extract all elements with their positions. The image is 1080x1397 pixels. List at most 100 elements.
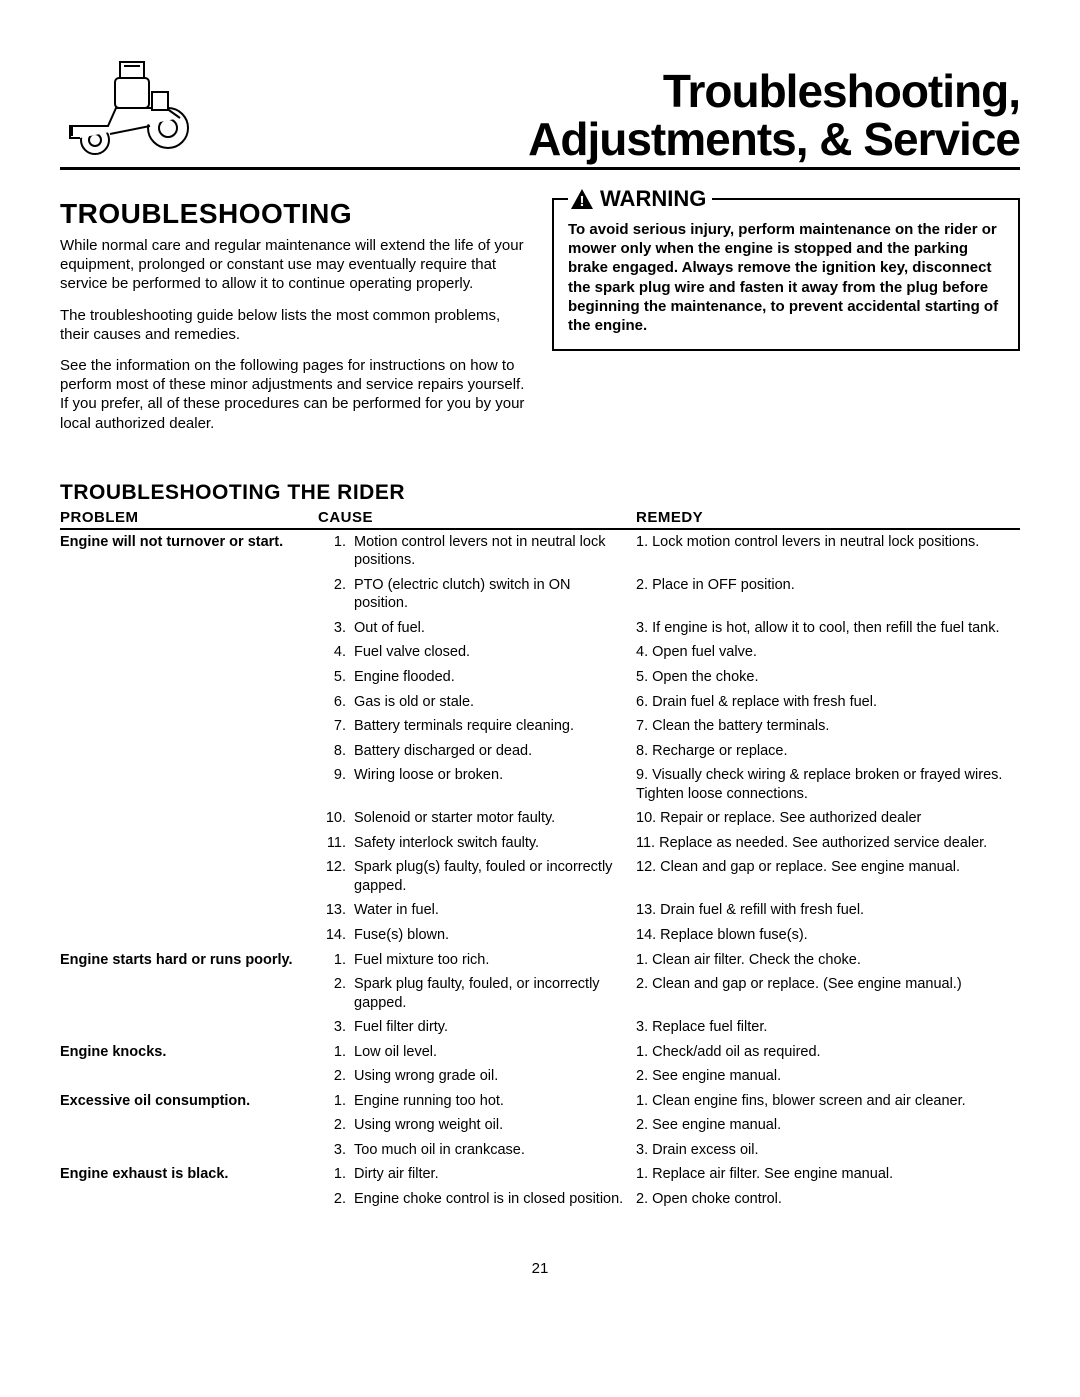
cell-problem (60, 640, 318, 665)
cell-problem (60, 1064, 318, 1089)
cell-cause: 7.Battery terminals require cleaning. (318, 714, 636, 739)
cell-cause: 8.Battery discharged or dead. (318, 739, 636, 764)
table-row: Excessive oil consumption.1.Engine runni… (60, 1089, 1020, 1114)
table-row: 3.Fuel filter dirty.3. Replace fuel filt… (60, 1015, 1020, 1040)
cell-cause: 12.Spark plug(s) faulty, fouled or incor… (318, 855, 636, 898)
cell-cause: 4.Fuel valve closed. (318, 640, 636, 665)
cell-remedy: 1. Lock motion control levers in neutral… (636, 529, 1020, 573)
cell-remedy: 3. Replace fuel filter. (636, 1015, 1020, 1040)
cell-cause: 11.Safety interlock switch faulty. (318, 831, 636, 856)
cell-remedy: 2. See engine manual. (636, 1113, 1020, 1138)
intro-p2: The troubleshooting guide below lists th… (60, 306, 528, 344)
cell-problem (60, 665, 318, 690)
cell-problem (60, 1138, 318, 1163)
cell-remedy: 2. Clean and gap or replace. (See engine… (636, 972, 1020, 1015)
cell-remedy: 2. See engine manual. (636, 1064, 1020, 1089)
svg-text:!: ! (580, 193, 585, 210)
cell-remedy: 14. Replace blown fuse(s). (636, 923, 1020, 948)
cell-problem (60, 1015, 318, 1040)
cell-problem (60, 690, 318, 715)
col-header-cause: CAUSE (318, 507, 636, 529)
intro-columns: TROUBLESHOOTING While normal care and re… (60, 198, 1020, 445)
cell-cause: 1.Low oil level. (318, 1040, 636, 1065)
mower-icon (60, 48, 200, 163)
cell-cause: 2.Using wrong weight oil. (318, 1113, 636, 1138)
cell-problem: Engine exhaust is black. (60, 1162, 318, 1187)
cell-remedy: 11. Replace as needed. See authorized se… (636, 831, 1020, 856)
cell-cause: 5.Engine flooded. (318, 665, 636, 690)
cell-cause: 1.Engine running too hot. (318, 1089, 636, 1114)
section-heading: TROUBLESHOOTING (60, 198, 528, 230)
warning-label-text: WARNING (600, 186, 706, 212)
table-row: 14.Fuse(s) blown.14. Replace blown fuse(… (60, 923, 1020, 948)
cell-problem (60, 898, 318, 923)
table-row: 2.Using wrong grade oil.2. See engine ma… (60, 1064, 1020, 1089)
cell-cause: 13.Water in fuel. (318, 898, 636, 923)
intro-right: ! WARNING To avoid serious injury, perfo… (552, 198, 1020, 445)
warning-text: To avoid serious injury, perform mainten… (568, 220, 1004, 335)
page-title: Troubleshooting, Adjustments, & Service (200, 68, 1020, 163)
page-header: Troubleshooting, Adjustments, & Service (60, 48, 1020, 170)
table-row: 2.Spark plug faulty, fouled, or incorrec… (60, 972, 1020, 1015)
cell-problem (60, 739, 318, 764)
table-row: 8.Battery discharged or dead.8. Recharge… (60, 739, 1020, 764)
cell-problem: Excessive oil consumption. (60, 1089, 318, 1114)
cell-cause: 1.Motion control levers not in neutral l… (318, 529, 636, 573)
cell-cause: 2.Using wrong grade oil. (318, 1064, 636, 1089)
cell-problem (60, 972, 318, 1015)
cell-cause: 2.PTO (electric clutch) switch in ON pos… (318, 573, 636, 616)
table-row: 12.Spark plug(s) faulty, fouled or incor… (60, 855, 1020, 898)
cell-remedy: 2. Place in OFF position. (636, 573, 1020, 616)
table-heading: TROUBLESHOOTING THE RIDER (60, 481, 1020, 505)
cell-problem (60, 831, 318, 856)
cell-remedy: 13. Drain fuel & refill with fresh fuel. (636, 898, 1020, 923)
table-row: 3.Too much oil in crankcase.3. Drain exc… (60, 1138, 1020, 1163)
cell-problem: Engine will not turnover or start. (60, 529, 318, 573)
troubleshooting-table: PROBLEM CAUSE REMEDY Engine will not tur… (60, 507, 1020, 1212)
cell-problem (60, 763, 318, 806)
table-row: Engine knocks.1.Low oil level.1. Check/a… (60, 1040, 1020, 1065)
warning-triangle-icon: ! (570, 188, 594, 210)
cell-cause: 2.Engine choke control is in closed posi… (318, 1187, 636, 1212)
col-header-remedy: REMEDY (636, 507, 1020, 529)
cell-problem (60, 806, 318, 831)
cell-problem (60, 1187, 318, 1212)
cell-problem (60, 616, 318, 641)
cell-remedy: 1. Clean air filter. Check the choke. (636, 948, 1020, 973)
cell-problem (60, 714, 318, 739)
intro-p1: While normal care and regular maintenanc… (60, 236, 528, 294)
title-line-1: Troubleshooting, (200, 68, 1020, 115)
warning-box: ! WARNING To avoid serious injury, perfo… (552, 198, 1020, 351)
cell-remedy: 6. Drain fuel & replace with fresh fuel. (636, 690, 1020, 715)
cell-remedy: 8. Recharge or replace. (636, 739, 1020, 764)
cell-remedy: 2. Open choke control. (636, 1187, 1020, 1212)
table-row: 9.Wiring loose or broken.9. Visually che… (60, 763, 1020, 806)
cell-problem (60, 1113, 318, 1138)
cell-remedy: 10. Repair or replace. See authorized de… (636, 806, 1020, 831)
cell-cause: 9.Wiring loose or broken. (318, 763, 636, 806)
cell-cause: 3.Fuel filter dirty. (318, 1015, 636, 1040)
cell-cause: 1.Dirty air filter. (318, 1162, 636, 1187)
cell-remedy: 9. Visually check wiring & replace broke… (636, 763, 1020, 806)
cell-problem: Engine starts hard or runs poorly. (60, 948, 318, 973)
cell-remedy: 1. Clean engine fins, blower screen and … (636, 1089, 1020, 1114)
table-row: 6.Gas is old or stale.6. Drain fuel & re… (60, 690, 1020, 715)
cell-cause: 1.Fuel mixture too rich. (318, 948, 636, 973)
table-row: 10.Solenoid or starter motor faulty.10. … (60, 806, 1020, 831)
cell-remedy: 3. If engine is hot, allow it to cool, t… (636, 616, 1020, 641)
cell-cause: 6.Gas is old or stale. (318, 690, 636, 715)
cell-problem (60, 855, 318, 898)
cell-cause: 10.Solenoid or starter motor faulty. (318, 806, 636, 831)
warning-label: ! WARNING (568, 186, 712, 212)
cell-cause: 3.Too much oil in crankcase. (318, 1138, 636, 1163)
cell-remedy: 5. Open the choke. (636, 665, 1020, 690)
cell-problem: Engine knocks. (60, 1040, 318, 1065)
cell-cause: 3.Out of fuel. (318, 616, 636, 641)
cell-cause: 2.Spark plug faulty, fouled, or incorrec… (318, 972, 636, 1015)
table-row: 7.Battery terminals require cleaning.7. … (60, 714, 1020, 739)
intro-left: TROUBLESHOOTING While normal care and re… (60, 198, 528, 445)
table-row: 11.Safety interlock switch faulty.11. Re… (60, 831, 1020, 856)
col-header-problem: PROBLEM (60, 507, 318, 529)
title-line-2: Adjustments, & Service (200, 116, 1020, 163)
table-row: 2.Using wrong weight oil.2. See engine m… (60, 1113, 1020, 1138)
